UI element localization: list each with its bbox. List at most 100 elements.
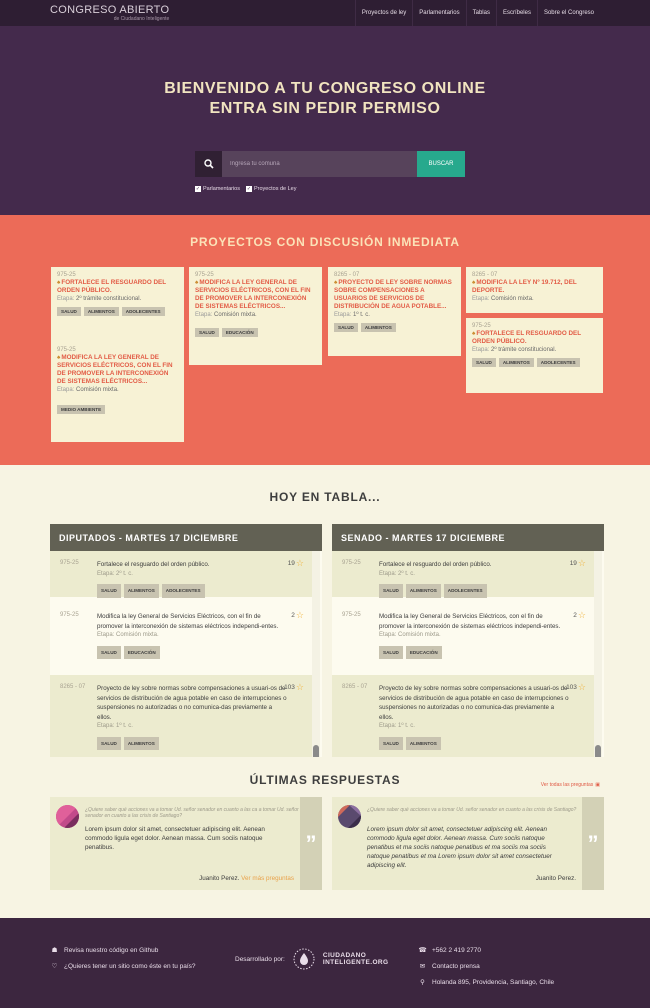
table-item[interactable]: 975-25 Fortalece el resguardo del orden … xyxy=(332,551,594,598)
want-site-link[interactable]: ♡ ¿Quieres tener un sitio como éste en tu… xyxy=(50,959,196,975)
item-number: 975-25 xyxy=(60,612,79,618)
project-number: 975-25 xyxy=(195,272,214,278)
project-title-row: ♠PROYECTO DE LEY SOBRE NORMAS SOBRE COMP… xyxy=(334,279,455,311)
project-title: FORTALECE EL RESGUARDO DEL ORDEN PÚBLICO… xyxy=(57,279,166,294)
tag[interactable]: ALIMENTOS xyxy=(123,736,159,750)
tag[interactable]: SALUD xyxy=(334,323,358,332)
item-body: Modifica la ley General de Servicios Elé… xyxy=(379,612,569,659)
item-text: Modifica la ley General de Servicios Elé… xyxy=(379,613,561,630)
more-questions-link[interactable]: Ver más preguntas xyxy=(241,875,294,882)
project-card[interactable]: 975-25 ♠FORTALECE EL RESGUARDO DEL ORDEN… xyxy=(51,267,184,351)
panel-scrollbar[interactable] xyxy=(594,551,602,757)
avatar[interactable] xyxy=(56,805,79,828)
nav-link-tablas[interactable]: Tablas xyxy=(465,0,496,26)
site-logo[interactable]: CONGRESO ABIERTO de Ciudadano Inteligent… xyxy=(50,4,169,22)
tag[interactable]: MEDIO AMBIENTE xyxy=(57,405,106,414)
project-title: FORTALECE EL RESGUARDO DEL ORDEN PÚBLICO… xyxy=(472,330,581,345)
tag[interactable]: SALUD xyxy=(97,584,121,598)
tag[interactable]: SALUD xyxy=(97,736,121,750)
github-link[interactable]: ☗ Revisa nuestro código en Github xyxy=(50,943,196,959)
item-body: Fortalece el resguardo del orden público… xyxy=(379,560,569,598)
filter-label: Proyectos de Ley xyxy=(254,186,297,192)
item-number: 975-25 xyxy=(342,612,361,618)
phone-number: +562 2 419 2770 xyxy=(432,947,481,954)
search-bar: BUSCAR xyxy=(195,151,465,177)
tag[interactable]: SALUD xyxy=(472,358,496,367)
tag[interactable]: EDUCACIÓN xyxy=(221,328,258,337)
tag[interactable]: SALUD xyxy=(379,645,403,659)
favorite-count[interactable]: 19 ☆ xyxy=(288,558,304,569)
panel-header: SENADO - MARTES 17 DICIEMBRE xyxy=(332,524,604,551)
footer-contact: ☎ +562 2 419 2770 ✉ Contacto prensa ⚲ Holan… xyxy=(418,943,554,991)
table-item[interactable]: 975-25 Modifica la ley General de Servic… xyxy=(332,603,594,671)
table-item[interactable]: 975-25 Modifica la ley General de Servic… xyxy=(50,603,312,671)
search-filters: ✓ Parlamentarios ✓ Proyectos de Ley xyxy=(195,186,297,192)
tag[interactable]: ADOLECENTES xyxy=(443,584,487,598)
item-number: 975-25 xyxy=(342,560,361,566)
want-site-label: ¿Quieres tener un sitio como éste en tu … xyxy=(64,963,196,970)
response-answer: Lorem ipsum dolor sit amet, consectetuer… xyxy=(85,826,265,851)
stage-value: Comisión mixta. xyxy=(214,312,257,318)
view-all-questions-link[interactable]: Ver todas las preguntas ▣ xyxy=(541,782,600,788)
favorite-count[interactable]: 2 ☆ xyxy=(573,610,586,621)
scroll-thumb[interactable] xyxy=(313,745,319,757)
urgent-section: PROYECTOS CON DISCUSIÓN INMEDIATA 975-25… xyxy=(0,215,650,465)
org-name[interactable]: CIUDADANO INTELIGENTE.ORG xyxy=(323,952,389,966)
tag[interactable]: SALUD xyxy=(97,645,121,659)
project-card[interactable]: 975-25 ♠MODIFICA LA LEY GENERAL DE SERVI… xyxy=(51,342,184,442)
table-item[interactable]: 8265 - 07 Proyecto de ley sobre normas s… xyxy=(50,675,312,757)
project-card[interactable]: 8265 - 07 ♠MODIFICA LA LEY Nº 19.712, DE… xyxy=(466,267,603,313)
response-card: ¿Quiere saber qué acciones va a tomar Ud… xyxy=(50,797,322,890)
tag[interactable]: SALUD xyxy=(57,307,81,316)
tag[interactable]: ADOLECENTES xyxy=(121,307,165,316)
project-card[interactable]: 975-25 ♠MODIFICA LA LEY GENERAL DE SERVI… xyxy=(189,267,322,365)
tag[interactable]: ALIMENTOS xyxy=(405,584,441,598)
nav-link-escribeles[interactable]: Escríbeles xyxy=(495,0,537,26)
press-contact-link[interactable]: ✉ Contacto prensa xyxy=(418,959,554,975)
ciudadano-logo-icon[interactable] xyxy=(293,948,315,970)
project-number: 975-25 xyxy=(57,272,76,278)
item-stage: Etapa: 1º t. c. xyxy=(379,723,415,729)
tag[interactable]: EDUCACIÓN xyxy=(405,645,442,659)
nav-link-sobre[interactable]: Sobre el Congreso xyxy=(536,0,600,26)
scroll-thumb[interactable] xyxy=(595,745,601,757)
favorite-count[interactable]: 19 ☆ xyxy=(570,558,586,569)
search-button[interactable]: BUSCAR xyxy=(417,151,465,177)
project-number: 975-25 xyxy=(57,347,76,353)
stage-label: Etapa: xyxy=(472,296,490,302)
count-value: 103 xyxy=(284,684,295,691)
favorite-count[interactable]: 2 ☆ xyxy=(291,610,304,621)
filter-proyectos[interactable]: ✓ Proyectos de Ley xyxy=(246,186,297,192)
avatar[interactable] xyxy=(338,805,361,828)
table-item[interactable]: 975-25 Fortalece el resguardo del orden … xyxy=(50,551,312,598)
tag[interactable]: ALIMENTOS xyxy=(360,323,396,332)
tag-list: SALUD ALIMENTOS xyxy=(334,323,455,332)
favorite-count[interactable]: 103 ☆ xyxy=(566,682,586,693)
panel-scrollbar[interactable] xyxy=(312,551,320,757)
checkbox-checked-icon[interactable]: ✓ xyxy=(246,186,252,192)
count-value: 19 xyxy=(569,560,577,567)
tag[interactable]: EDUCACIÓN xyxy=(123,645,160,659)
project-title: PROYECTO DE LEY SOBRE NORMAS SOBRE COMPE… xyxy=(334,279,452,310)
tag[interactable]: SALUD xyxy=(379,584,403,598)
tag[interactable]: ALIMENTOS xyxy=(123,584,159,598)
tag[interactable]: SALUD xyxy=(195,328,219,337)
filter-parlamentarios[interactable]: ✓ Parlamentarios xyxy=(195,186,240,192)
tag[interactable]: ADOLECENTES xyxy=(161,584,205,598)
tag[interactable]: ALIMENTOS xyxy=(83,307,119,316)
nav-link-parlamentarios[interactable]: Parlamentarios xyxy=(412,0,465,26)
tag[interactable]: SALUD xyxy=(379,736,403,750)
search-input[interactable] xyxy=(222,151,417,177)
project-card[interactable]: 975-25 ♠FORTALECE EL RESGUARDO DEL ORDEN… xyxy=(466,318,603,393)
tag[interactable]: ALIMENTOS xyxy=(498,358,534,367)
item-text: Modifica la ley General de Servicios Elé… xyxy=(97,613,279,630)
project-number: 8265 - 07 xyxy=(334,272,360,278)
tag[interactable]: ALIMENTOS xyxy=(405,736,441,750)
tag[interactable]: ADOLECENTES xyxy=(536,358,580,367)
nav-link-proyectos[interactable]: Proyectos de ley xyxy=(354,0,412,26)
project-card[interactable]: 8265 - 07 ♠PROYECTO DE LEY SOBRE NORMAS … xyxy=(328,267,461,356)
favorite-count[interactable]: 103 ☆ xyxy=(284,682,304,693)
star-icon: ☆ xyxy=(295,610,304,620)
checkbox-checked-icon[interactable]: ✓ xyxy=(195,186,201,192)
table-item[interactable]: 8265 - 07 Proyecto de ley sobre normas s… xyxy=(332,675,594,757)
